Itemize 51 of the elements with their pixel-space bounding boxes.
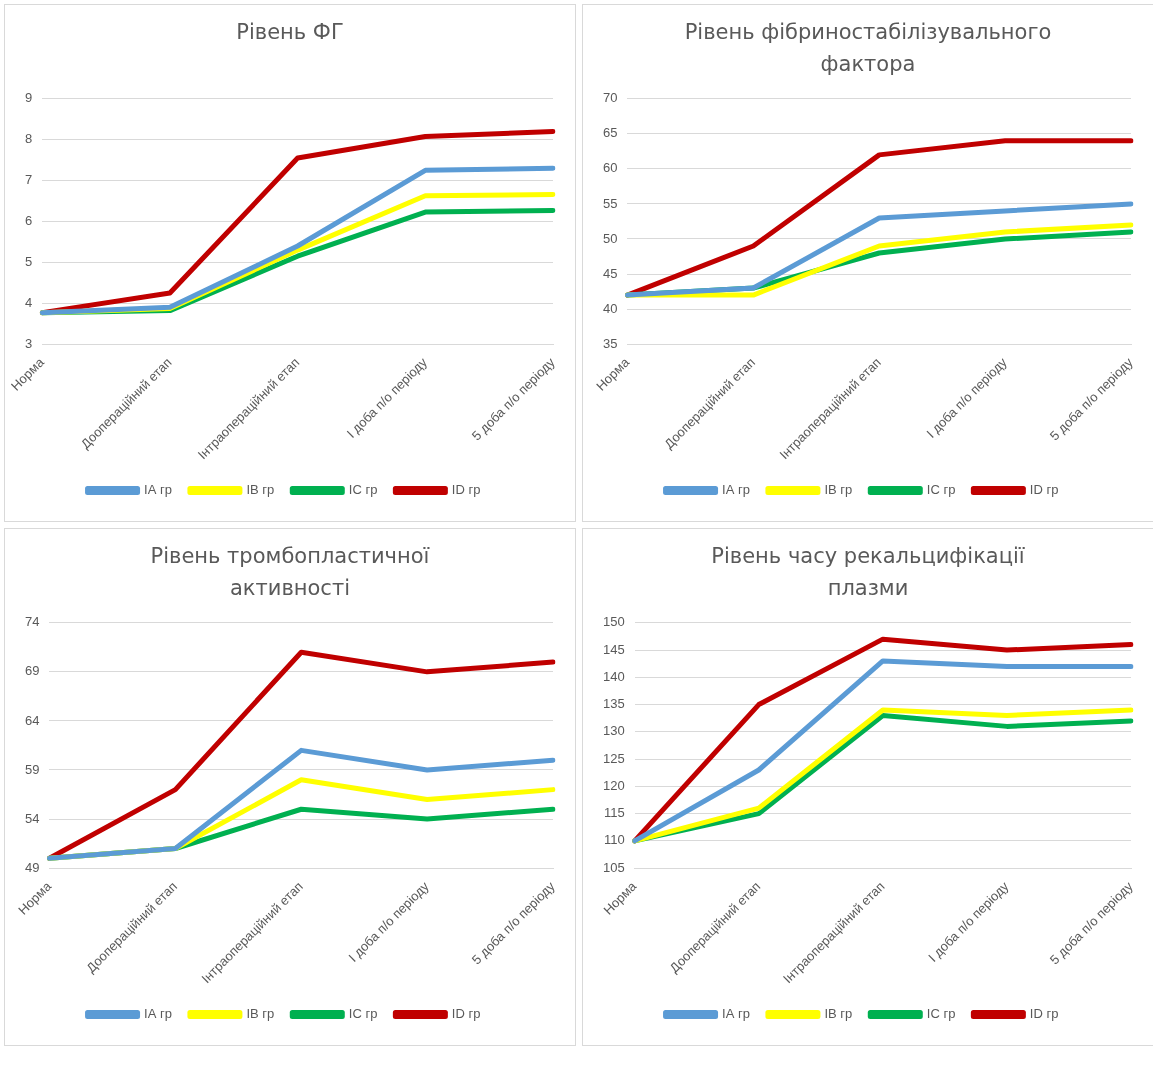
y-tick-label: 64 xyxy=(24,712,40,728)
chart-title: Рівень фібриностабілізувального фактора xyxy=(683,19,1053,78)
y-tick-label: 4 xyxy=(25,294,33,310)
y-tick-label: 69 xyxy=(24,663,40,679)
y-tick-label: 150 xyxy=(602,614,625,630)
y-tick-label: 130 xyxy=(602,723,625,739)
legend-label: ІС гр xyxy=(348,1006,378,1022)
legend-label: ІА гр xyxy=(144,482,172,498)
legend-label: ІА гр xyxy=(722,482,750,498)
y-tick-label: 45 xyxy=(602,265,618,281)
legend-label: ІВ гр xyxy=(246,1006,275,1022)
legend-label: ІВ гр xyxy=(246,482,275,498)
legend-label: ІD гр xyxy=(1029,1006,1059,1022)
y-tick-label: 140 xyxy=(602,668,625,684)
y-tick-label: 135 xyxy=(602,696,625,712)
y-tick-label: 9 xyxy=(25,90,33,106)
y-tick-label: 50 xyxy=(602,230,618,246)
y-tick-label: 125 xyxy=(602,750,625,766)
legend-label: ІD гр xyxy=(451,482,481,498)
y-tick-label: 5 xyxy=(25,253,33,269)
legend-label: ІD гр xyxy=(451,1006,481,1022)
y-tick-label: 105 xyxy=(602,859,625,875)
y-tick-label: 110 xyxy=(603,832,625,848)
legend-label: ІА гр xyxy=(144,1006,172,1022)
legend-label: ІС гр xyxy=(348,482,378,498)
legend-label: ІD гр xyxy=(1029,482,1059,498)
legend-label: ІС гр xyxy=(926,482,956,498)
y-tick-label: 74 xyxy=(24,614,40,630)
y-tick-label: 40 xyxy=(602,300,618,316)
y-tick-label: 49 xyxy=(24,859,40,875)
y-tick-label: 35 xyxy=(602,335,618,351)
y-tick-label: 60 xyxy=(602,160,618,176)
y-tick-label: 54 xyxy=(24,810,40,826)
y-tick-label: 55 xyxy=(602,195,618,211)
y-tick-label: 6 xyxy=(25,213,33,229)
legend-label: ІВ гр xyxy=(824,482,853,498)
y-tick-label: 8 xyxy=(25,131,33,147)
y-tick-label: 3 xyxy=(25,335,33,351)
y-tick-label: 120 xyxy=(602,777,625,793)
chart-title: Рівень часу рекальцифікації плазми xyxy=(710,543,1026,602)
y-tick-label: 59 xyxy=(24,761,40,777)
y-tick-label: 65 xyxy=(602,125,618,141)
y-tick-label: 70 xyxy=(602,90,618,106)
y-tick-label: 145 xyxy=(602,641,625,657)
chart-title: Рівень тромбопластичної активності xyxy=(149,543,431,602)
chart-title: Рівень ФГ xyxy=(235,19,345,46)
y-tick-label: 115 xyxy=(603,805,625,821)
legend-label: ІА гр xyxy=(722,1006,750,1022)
legend-label: ІС гр xyxy=(926,1006,956,1022)
legend-label: ІВ гр xyxy=(824,1006,853,1022)
y-tick-label: 7 xyxy=(25,172,33,188)
